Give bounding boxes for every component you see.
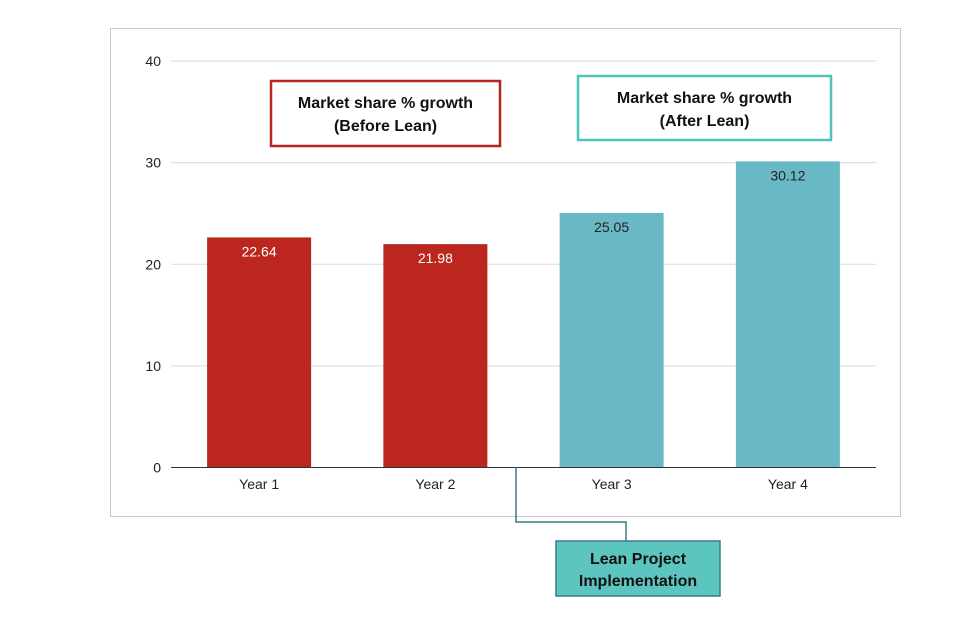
- bar-year-3: [559, 212, 664, 468]
- callout-after-lean: Market share % growth (After Lean): [576, 74, 833, 142]
- callout-before-lean: Market share % growth (Before Lean): [269, 79, 502, 148]
- bar-year-4: [735, 161, 840, 468]
- callout-after-box: [576, 74, 833, 142]
- data-labels: 22.64 21.98 25.05 30.12: [242, 167, 806, 266]
- callout-before-line2: (Before Lean): [334, 118, 437, 135]
- bar-year-1: [207, 237, 312, 468]
- bars: [207, 161, 840, 468]
- y-tick-label: 0: [153, 460, 161, 476]
- y-tick-label: 40: [145, 53, 161, 69]
- y-axis-ticks: 0 10 20 30 40: [145, 53, 161, 476]
- data-label: 25.05: [594, 219, 629, 235]
- implementation-annotation: Lean Project Implementation: [515, 467, 721, 597]
- callout-after-line1: Market share % growth: [617, 90, 792, 107]
- implementation-line1: Lean Project: [590, 551, 687, 568]
- x-tick-label: Year 4: [768, 476, 808, 492]
- x-tick-label: Year 1: [239, 476, 279, 492]
- implementation-box: [555, 540, 721, 597]
- x-tick-label: Year 3: [592, 476, 632, 492]
- x-tick-label: Year 2: [415, 476, 455, 492]
- callout-after-line2: (After Lean): [660, 113, 750, 130]
- implementation-line2: Implementation: [579, 573, 697, 590]
- x-axis-ticks: Year 1 Year 2 Year 3 Year 4: [239, 476, 808, 492]
- bar-year-2: [383, 244, 488, 468]
- data-label: 21.98: [418, 250, 453, 266]
- y-tick-label: 20: [145, 256, 161, 272]
- y-tick-label: 10: [145, 358, 161, 374]
- y-tick-label: 30: [145, 155, 161, 171]
- data-label: 30.12: [770, 167, 805, 183]
- implementation-connector: [515, 467, 627, 541]
- callout-before-line1: Market share % growth: [298, 95, 473, 112]
- data-label: 22.64: [242, 243, 277, 259]
- callout-before-box: [269, 79, 502, 148]
